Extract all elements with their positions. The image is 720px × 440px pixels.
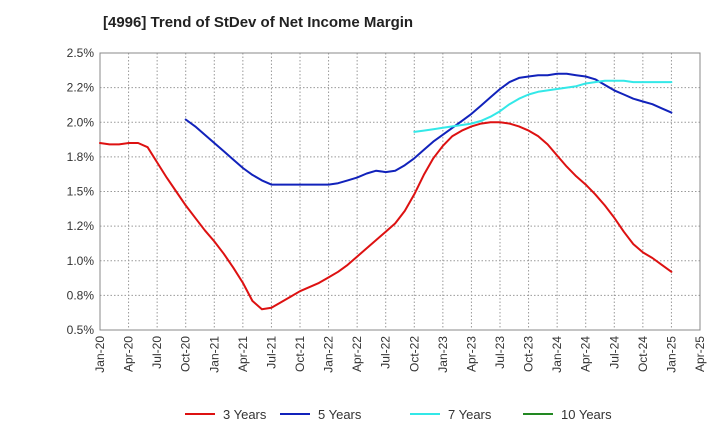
x-tick-label: Jul-21 [264,336,278,369]
x-tick-label: Jan-23 [436,336,450,373]
chart-title: [4996] Trend of StDev of Net Income Marg… [103,14,414,31]
x-tick-label: Jul-23 [493,336,507,369]
x-tick-label: Oct-23 [522,336,536,372]
series-line-5-years [184,72,673,186]
x-tick-label: Jan-25 [664,336,678,373]
plot-background [100,53,700,330]
legend-label-5-years: 5 Years [318,407,362,422]
y-axis-ticks: 0.5% 0.8% 1.0% 1.2% 1.5% 1.8% 2.0% 2.2% 2.5% [67,46,95,337]
x-tick-label: Apr-22 [350,336,364,372]
y-tick-label: 1.8% [67,150,95,164]
x-tick-label: Apr-20 [122,336,136,372]
x-tick-label: Apr-23 [464,336,478,372]
y-tick-label: 1.0% [67,254,95,268]
grid-lines [100,53,700,330]
x-tick-label: Jul-22 [379,336,393,369]
x-tick-label: Apr-21 [236,336,250,372]
x-tick-label: Apr-25 [693,336,707,372]
y-tick-label: 1.5% [67,185,95,199]
legend-label-3-years: 3 Years [223,407,267,422]
y-tick-label: 2.0% [67,115,95,129]
legend-label-10-years: 10 Years [561,407,612,422]
x-tick-label: Jul-20 [150,336,164,369]
x-axis-ticks: Jan-20 Apr-20 Jul-20 Oct-20 Jan-21 Apr-21 Jul-… [93,336,707,373]
x-tick-label: Jan-24 [550,336,564,373]
x-tick-label: Oct-22 [407,336,421,372]
series-line-7-years [413,79,673,133]
y-tick-label: 0.8% [67,288,95,302]
x-tick-label: Apr-24 [579,336,593,372]
y-tick-label: 1.2% [67,219,95,233]
series-lines [99,72,673,311]
x-tick-label: Oct-20 [179,336,193,372]
x-tick-label: Jul-24 [607,336,621,369]
y-tick-label: 2.5% [67,46,95,60]
x-tick-label: Oct-21 [293,336,307,372]
plot-frame [99,52,701,331]
y-tick-label: 2.2% [67,81,95,95]
series-line-3-years [99,121,673,311]
x-tick-label: Oct-24 [636,336,650,372]
legend-label-7-years: 7 Years [448,407,492,422]
x-tick-label: Jan-20 [93,336,107,373]
x-tick-label: Jan-22 [322,336,336,373]
y-tick-label: 0.5% [67,323,95,337]
legend: 3 Years 5 Years 7 Years 10 Years [185,407,612,422]
x-tick-label: Jan-21 [207,336,221,373]
